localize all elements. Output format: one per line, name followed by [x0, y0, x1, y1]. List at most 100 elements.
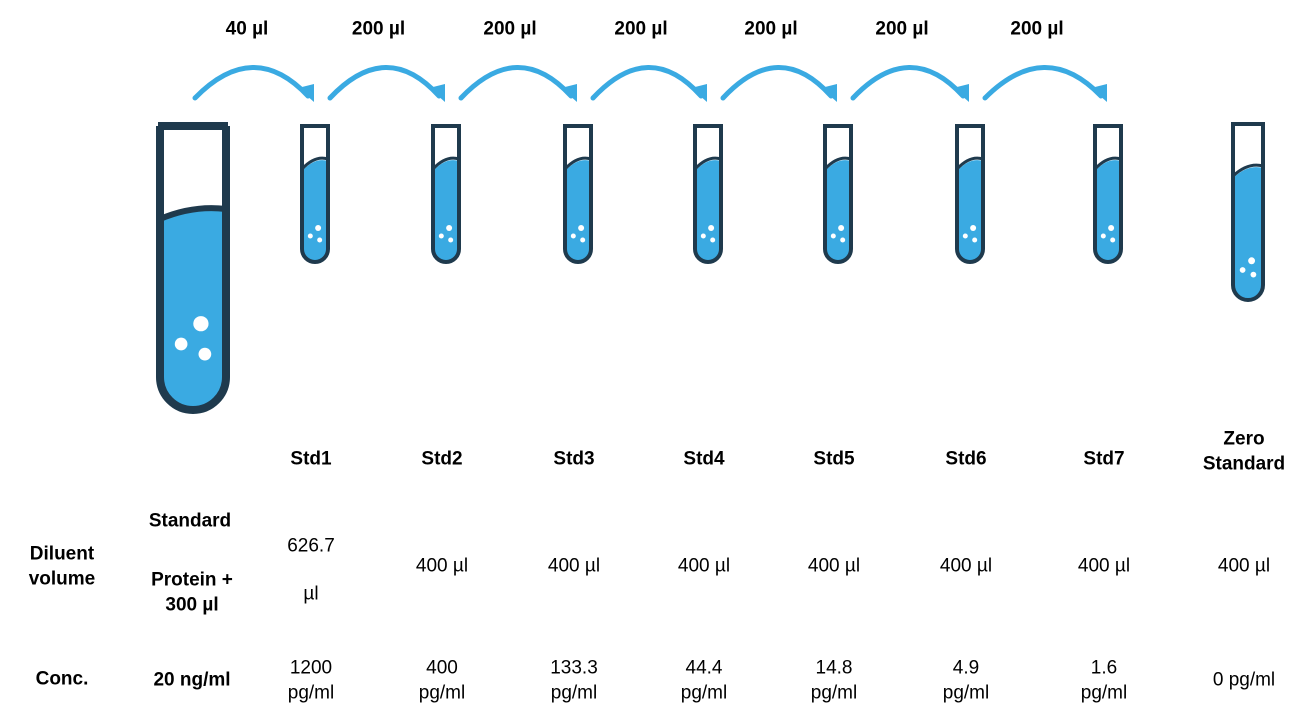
concentration: 4.9 pg/ml: [942, 657, 990, 703]
arrow-head: [561, 84, 577, 102]
transfer-volume: 200 µl: [483, 18, 537, 40]
diluent-volume: 400 µl: [1217, 555, 1271, 577]
tube-outline: [693, 126, 723, 264]
bubble: [1239, 267, 1246, 273]
bubble: [708, 225, 715, 231]
bubble: [446, 225, 453, 231]
bubble: [970, 225, 977, 231]
bubble: [1250, 271, 1257, 278]
standard-name: Std2: [421, 448, 463, 470]
tube-meniscus: [955, 156, 984, 171]
concentration: 133.3 pg/ml: [550, 657, 598, 703]
concentration: 44.4 pg/ml: [680, 657, 728, 703]
standard-name: Std5: [813, 448, 855, 470]
concentration: 0 pg/ml: [1212, 669, 1276, 691]
transfer-arrow: [458, 65, 574, 101]
concentration: 1200 pg/ml: [287, 657, 335, 703]
transfer-volume: 40 µl: [225, 18, 269, 40]
arrow-head: [298, 84, 314, 102]
standard-name: Std7: [1083, 448, 1125, 470]
tube-outline: [823, 126, 853, 264]
tube-outline: [1231, 124, 1265, 302]
tube-meniscus: [693, 156, 722, 171]
tube-meniscus: [158, 205, 227, 222]
bubble: [315, 225, 322, 231]
standard-name: Zero Standard: [1202, 428, 1286, 474]
tube-liquid: [565, 160, 591, 262]
transfer-arrow: [850, 65, 966, 101]
standard-name: Std6: [945, 448, 987, 470]
diluent-volume: 400 µl: [677, 555, 731, 577]
tube-meniscus: [1093, 156, 1122, 171]
bubble: [580, 237, 586, 243]
tube-meniscus: [563, 156, 592, 171]
diluent-volume: 400 µl: [807, 555, 861, 577]
diluent-volume: 400 µl: [939, 555, 993, 577]
standard-name: Std3: [553, 448, 595, 470]
bubble: [307, 233, 313, 239]
concentration: 400 pg/ml: [418, 657, 466, 703]
standard-name: Std1: [290, 448, 332, 470]
arrow-head: [429, 84, 445, 102]
tube-liquid: [825, 160, 851, 262]
tube-meniscus: [431, 156, 460, 171]
bubble: [700, 233, 706, 239]
tube-outline: [300, 126, 330, 264]
tube-liquid: [433, 160, 459, 262]
transfer-arrow: [720, 65, 834, 101]
concentration: 1.6 pg/ml: [1080, 657, 1128, 703]
bubble: [198, 347, 212, 361]
tube-outline: [1093, 126, 1123, 264]
bubble: [193, 316, 209, 332]
tube-outline: [955, 126, 985, 264]
row-label: Conc.: [35, 668, 89, 690]
bubble: [830, 233, 836, 239]
transfer-arrow: [192, 65, 311, 101]
transfer-arrow: [327, 65, 442, 101]
bubble: [1110, 237, 1116, 243]
tube-liquid: [1233, 167, 1263, 300]
tube-liquid: [695, 160, 721, 262]
transfer-volume: 200 µl: [1010, 18, 1064, 40]
diluent-volume: 400 µl: [415, 555, 469, 577]
bubble: [840, 237, 846, 243]
bubble: [710, 237, 716, 243]
bubble: [578, 225, 585, 231]
tube-meniscus: [300, 156, 329, 171]
diluent-volume: 626.7 µl: [287, 535, 335, 605]
arrow-head: [821, 84, 837, 102]
stock-conc: 20 ng/ml: [153, 669, 231, 691]
tube-meniscus: [1231, 163, 1264, 178]
tube-outline: [156, 126, 230, 414]
bubble: [972, 237, 978, 243]
bubble: [448, 237, 454, 243]
tube-outline: [431, 126, 461, 264]
tube-liquid: [1095, 160, 1121, 262]
tube-outline: [563, 126, 593, 264]
tube-meniscus: [823, 156, 852, 171]
transfer-arrow: [590, 65, 704, 101]
bubble: [174, 337, 188, 351]
arrow-head: [691, 84, 707, 102]
transfer-volume: 200 µl: [614, 18, 668, 40]
bubble: [1108, 225, 1115, 231]
concentration: 14.8 pg/ml: [810, 657, 858, 703]
transfer-volume: 200 µl: [744, 18, 798, 40]
stock-diluent: Standard: [148, 510, 232, 532]
bubble: [438, 233, 444, 239]
diluent-volume: 400 µl: [547, 555, 601, 577]
arrow-head: [1091, 84, 1107, 102]
tube-liquid: [160, 210, 226, 410]
transfer-volume: 200 µl: [875, 18, 929, 40]
transfer-arrow: [982, 65, 1104, 101]
tube-liquid: [957, 160, 983, 262]
row-label: Diluent volume: [28, 543, 96, 589]
bubble: [838, 225, 845, 231]
bubble: [317, 237, 323, 243]
transfer-volume: 200 µl: [351, 18, 406, 40]
bubble: [1248, 257, 1256, 265]
diluent-volume: 400 µl: [1077, 555, 1131, 577]
bubble: [1100, 233, 1106, 239]
